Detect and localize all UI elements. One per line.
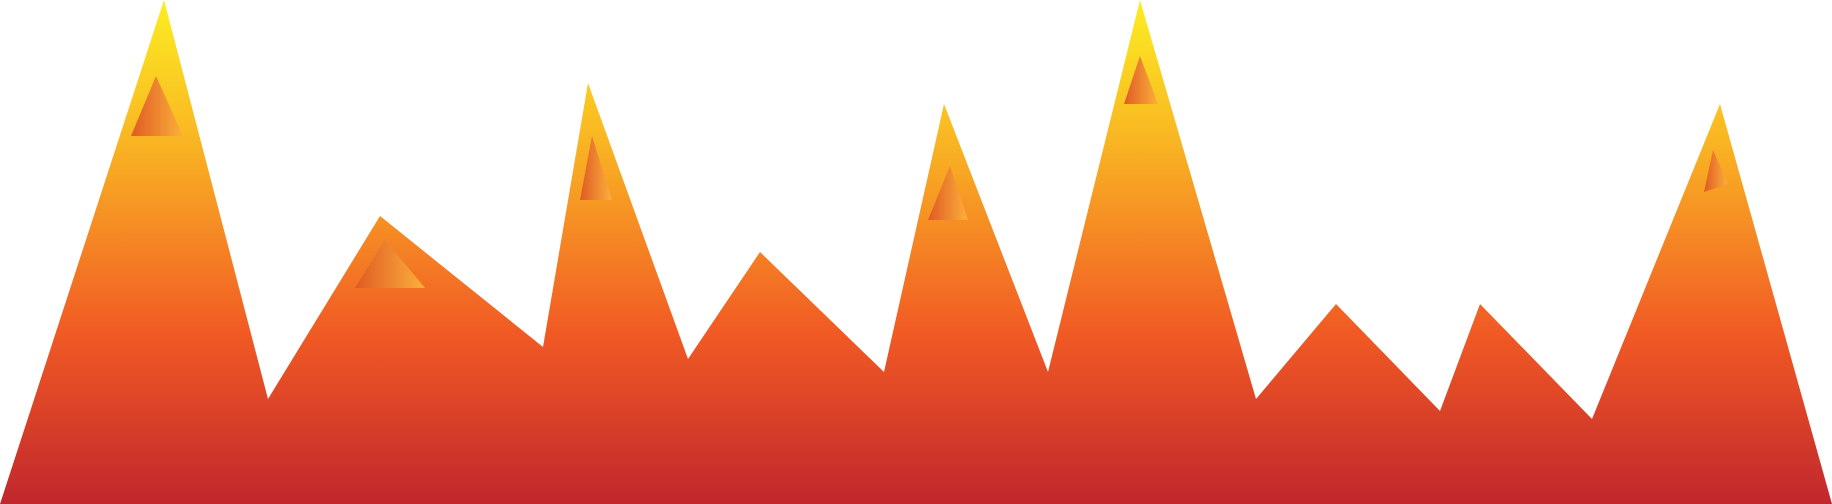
peak-highlight [580, 136, 612, 200]
peak-highlight [1124, 56, 1158, 104]
peak-highlight [131, 76, 183, 136]
peak-highlight [355, 240, 425, 288]
peak-highlight [928, 166, 968, 220]
peak-highlights [131, 56, 1728, 288]
peak-highlight [1704, 150, 1728, 192]
